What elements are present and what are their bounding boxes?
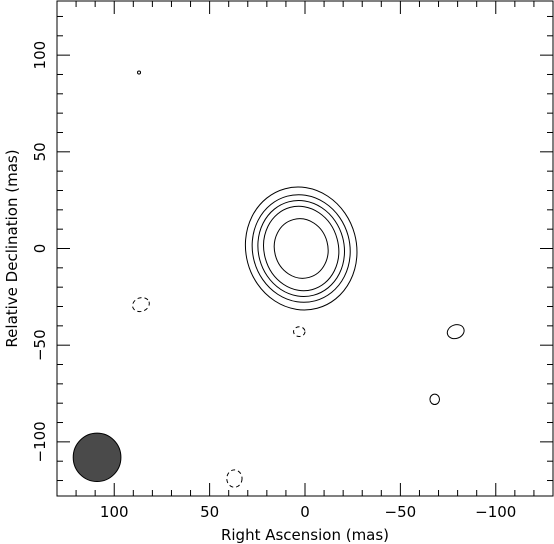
x-axis-label: Right Ascension (mas) <box>221 526 389 544</box>
tick-labels: 100 50 0 −50 −100 100 50 0 −50 −100 <box>31 41 516 521</box>
y-tick-label: 100 <box>31 41 49 70</box>
x-tick-label: −50 <box>385 503 417 521</box>
contour-level-1 <box>244 186 358 311</box>
y-tick-label: −100 <box>31 421 49 462</box>
noise-contour <box>446 324 465 340</box>
noise-contours <box>132 70 465 488</box>
negative-contour <box>132 297 150 313</box>
axis-ticks <box>56 1 554 496</box>
negative-contour <box>226 469 243 488</box>
y-tick-label: 0 <box>31 244 49 254</box>
y-tick-label: 50 <box>31 142 49 161</box>
x-tick-label: 0 <box>300 503 310 521</box>
x-tick-label: 50 <box>200 503 219 521</box>
plot-frame <box>56 0 554 497</box>
beam-ellipse <box>72 432 122 482</box>
contour-level-3 <box>257 200 345 297</box>
contour-level-2 <box>251 194 351 303</box>
x-tick-label: −100 <box>475 503 516 521</box>
beam-layer <box>72 432 122 482</box>
noise-contour <box>137 70 142 75</box>
y-axis-label: Relative Declination (mas) <box>3 149 21 347</box>
x-tick-label: 100 <box>100 503 129 521</box>
noise-contour <box>429 393 440 406</box>
source-contours <box>244 186 358 311</box>
contour-level-5 <box>273 218 329 279</box>
contour-level-4 <box>263 205 340 292</box>
y-tick-label: −50 <box>31 329 49 361</box>
negative-contour <box>293 326 306 337</box>
